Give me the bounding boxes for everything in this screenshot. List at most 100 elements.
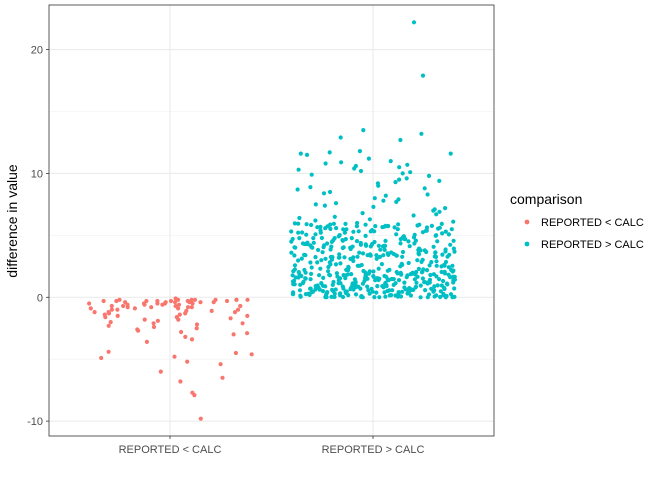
data-point (343, 290, 348, 296)
data-point (318, 230, 323, 235)
data-point (389, 293, 394, 298)
data-point (444, 281, 450, 286)
data-point (391, 251, 396, 257)
legend-label: REPORTED < CALC (541, 217, 644, 229)
data-point (144, 339, 149, 344)
data-point (382, 247, 387, 252)
data-point (396, 222, 401, 227)
x-tick-label: REPORTED < CALC (119, 444, 222, 456)
data-point (296, 270, 301, 275)
data-point (341, 286, 346, 291)
data-point (162, 301, 168, 306)
data-point (349, 272, 354, 277)
data-point (309, 172, 314, 177)
data-point (442, 271, 447, 276)
data-point (292, 282, 297, 287)
data-point (367, 217, 372, 222)
data-point (406, 260, 411, 266)
data-point (304, 222, 309, 227)
data-point (397, 290, 402, 295)
data-point (394, 199, 399, 204)
data-point (435, 239, 440, 244)
data-point (236, 307, 241, 312)
data-point (324, 291, 329, 296)
data-point (332, 236, 337, 241)
data-point (296, 258, 301, 263)
data-point (313, 232, 318, 237)
data-point (428, 272, 433, 278)
data-point (382, 243, 387, 248)
data-point (400, 171, 405, 176)
data-point (337, 252, 342, 257)
data-point (327, 273, 333, 278)
data-point (396, 278, 402, 283)
data-point (425, 295, 430, 300)
data-point (218, 362, 223, 367)
data-point (446, 232, 451, 237)
data-point (420, 269, 425, 274)
data-point (367, 269, 372, 274)
data-point (371, 204, 376, 209)
data-point (384, 274, 389, 279)
data-point (303, 276, 308, 281)
data-point (432, 284, 437, 289)
data-point (332, 214, 337, 219)
data-point (374, 290, 379, 295)
data-point (313, 202, 318, 207)
data-point (412, 241, 417, 246)
data-point (354, 224, 359, 229)
data-point (333, 262, 339, 267)
grid-minor (49, 111, 494, 360)
data-point (300, 281, 305, 286)
data-point (397, 165, 402, 170)
data-point (447, 252, 452, 257)
data-point (385, 251, 390, 256)
data-point (436, 226, 441, 231)
data-point (439, 221, 444, 226)
data-point (393, 281, 398, 286)
data-point (320, 250, 325, 255)
data-point (343, 237, 348, 242)
data-point (451, 278, 456, 283)
data-point (374, 253, 379, 258)
legend-key (524, 241, 530, 247)
x-tick-label: REPORTED > CALC (322, 444, 425, 456)
data-point (443, 206, 448, 211)
data-point (407, 244, 412, 249)
data-point (194, 322, 200, 327)
data-point (418, 283, 423, 288)
data-point (115, 313, 120, 318)
data-point (398, 264, 403, 269)
data-point (378, 247, 383, 252)
data-point (342, 230, 347, 235)
data-point (427, 277, 433, 282)
data-point (418, 295, 423, 300)
data-point (87, 301, 92, 306)
data-point (332, 291, 337, 296)
data-point (377, 254, 383, 259)
data-point (413, 284, 419, 289)
data-point (434, 259, 439, 264)
data-point (443, 259, 449, 265)
data-point (92, 310, 97, 315)
data-point (424, 268, 430, 273)
data-point (292, 253, 297, 258)
data-point (411, 213, 416, 218)
data-point (437, 178, 442, 183)
data-point (442, 286, 447, 292)
data-point (383, 283, 388, 288)
data-point (341, 273, 346, 278)
data-point (422, 186, 427, 191)
legend-label: REPORTED > CALC (541, 239, 644, 251)
data-point (434, 263, 439, 268)
data-point (452, 286, 457, 291)
data-point (151, 324, 157, 330)
data-point (151, 321, 156, 326)
data-point (291, 278, 297, 283)
data-point (318, 224, 323, 229)
data-point (349, 236, 354, 241)
data-point (450, 274, 455, 279)
data-point (376, 183, 381, 188)
data-point (327, 189, 333, 195)
